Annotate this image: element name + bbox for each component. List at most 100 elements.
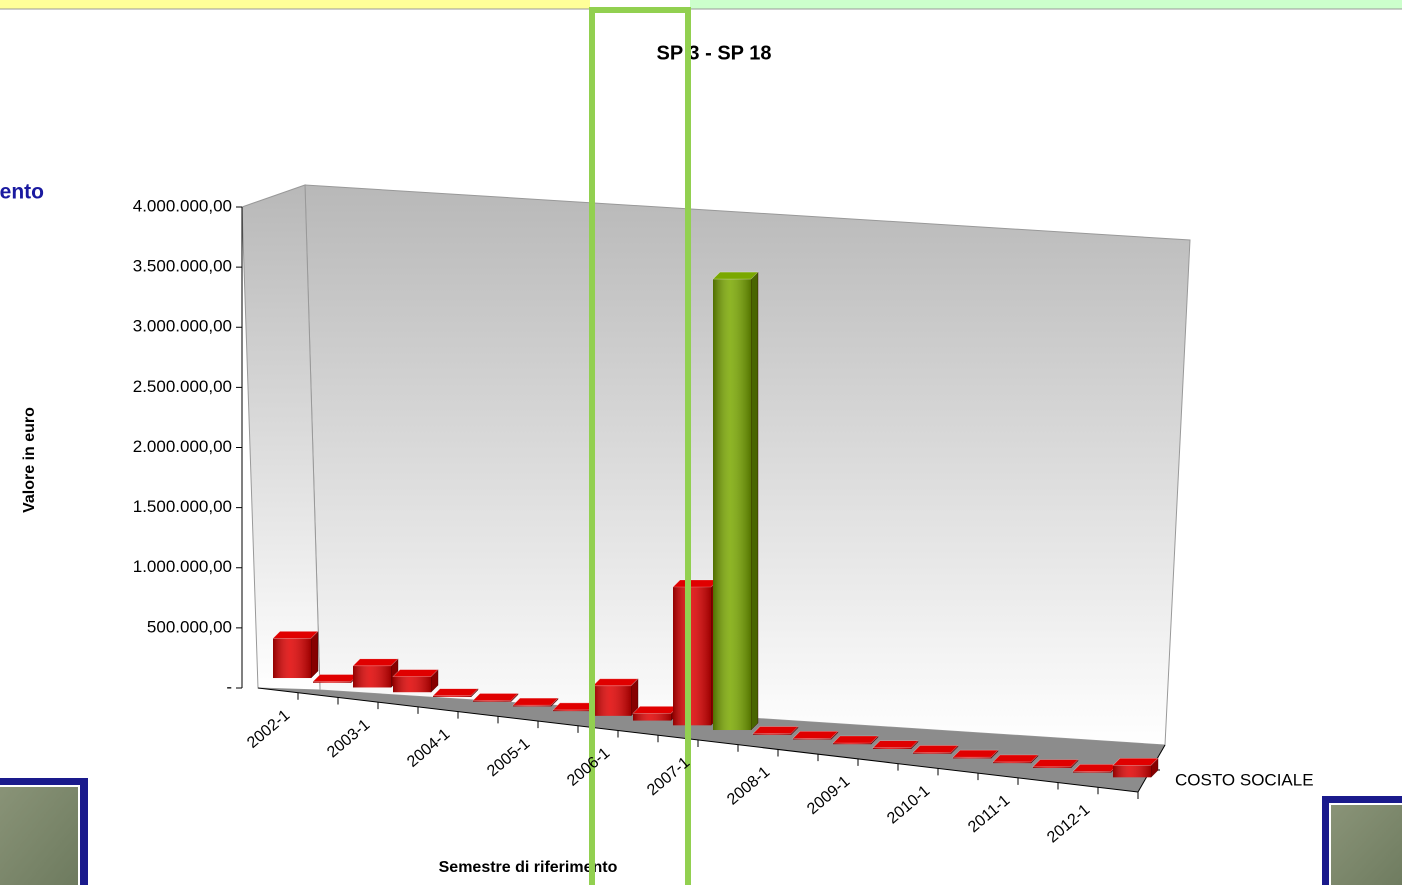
bar-front-shade [993, 761, 1031, 764]
top-strip [0, 0, 590, 9]
y-tick-label: 3.500.000,00 [133, 257, 232, 276]
bar-front-shade [1113, 765, 1151, 778]
bar-front-shade [433, 695, 471, 697]
bar-top [432, 688, 479, 697]
bar [312, 674, 359, 684]
side-text: vento [0, 181, 44, 204]
x-tick-label: 2002-1 [244, 707, 293, 752]
bar-side-shade [551, 698, 558, 707]
bar-front-shade [1033, 766, 1071, 768]
bar-front-shade [913, 752, 951, 754]
bar-side-shade [911, 740, 918, 749]
bar [672, 579, 719, 726]
bar-side-shade [991, 750, 998, 759]
y-tick-label: 1.000.000,00 [133, 557, 232, 576]
top-strip [690, 0, 1402, 9]
bar-front-shade [313, 681, 351, 683]
chart-title: SP 3 - SP 18 [657, 42, 772, 64]
bar-side-shade [511, 693, 518, 702]
bar-side-shade [1151, 758, 1158, 778]
bar-front-shade [513, 705, 551, 707]
bar-top [952, 749, 999, 758]
bar [432, 688, 479, 698]
bar-side-shade [631, 678, 638, 716]
bar-front-shade [473, 700, 511, 702]
bar-top [512, 697, 559, 706]
bar-side-shade [951, 745, 958, 754]
y-tick-label: 1.500.000,00 [133, 497, 232, 516]
bar-top [352, 658, 399, 667]
bar-side-shade [791, 726, 798, 735]
bar-top [1032, 759, 1079, 767]
bar-top [1112, 757, 1159, 766]
y-tick-label: - [226, 677, 232, 696]
bar-top [912, 745, 959, 753]
x-tick-label: 2004-1 [404, 726, 453, 771]
y-tick-label: 500.000,00 [147, 617, 232, 636]
bar [632, 705, 679, 722]
bar-top [992, 754, 1039, 763]
bar-top [712, 271, 759, 280]
series-label: COSTO SOCIALE [1175, 770, 1314, 789]
bar [952, 749, 999, 759]
bar-top [632, 706, 679, 714]
bar-front-shade [873, 747, 911, 749]
highlight-box [589, 7, 691, 890]
bar-side-shade [1071, 759, 1078, 768]
bar-front-shade [633, 713, 671, 721]
bar-top [312, 674, 359, 682]
bar [512, 697, 559, 707]
bar-top [872, 740, 919, 749]
bar-front-shade [553, 709, 591, 712]
bar [752, 726, 799, 736]
y-tick-label: 2.500.000,00 [133, 377, 232, 396]
bar-top [472, 693, 519, 701]
x-tick-label: 2005-1 [484, 735, 533, 780]
x-tick-label: 2009-1 [804, 773, 853, 818]
bar-side-shade [311, 631, 318, 679]
bar-front-shade [1073, 771, 1111, 773]
x-tick-label: 2012-1 [1044, 801, 1093, 846]
bar-front-shade [393, 676, 431, 693]
bar [592, 678, 639, 717]
bar-top [832, 735, 879, 744]
bar-front-shade [273, 638, 311, 679]
bar [1032, 759, 1079, 769]
bar-top [752, 726, 799, 734]
bar [712, 271, 759, 731]
x-tick-label: 2003-1 [324, 716, 373, 761]
bar-top [392, 669, 439, 677]
bar-front-shade [673, 587, 711, 726]
x-tick-label: 2011-1 [965, 792, 1013, 836]
thumbnail [0, 785, 80, 890]
bar [992, 754, 1039, 764]
x-tick-label: 2008-1 [724, 763, 773, 808]
y-axis-title: Valore in euro [21, 407, 38, 513]
bar-side-shade [751, 272, 758, 731]
bar-front-shade [753, 733, 791, 735]
bar [1112, 757, 1159, 778]
bar-top [272, 631, 319, 639]
bar [872, 740, 919, 750]
bar-side-shade [471, 688, 478, 697]
bar-front-shade [953, 757, 991, 759]
bar [912, 744, 959, 755]
bar-side-shade [871, 735, 878, 745]
bar-front-shade [713, 279, 751, 731]
bar-top [792, 730, 839, 739]
bar-top [1072, 764, 1119, 772]
y-tick-label: 3.000.000,00 [133, 317, 232, 336]
bar [1072, 763, 1119, 774]
y-tick-label: 4.000.000,00 [133, 196, 232, 215]
y-tick-label: 2.000.000,00 [133, 437, 232, 456]
bar [832, 735, 879, 745]
bar-front-shade [353, 665, 391, 688]
bar-front-shade [833, 742, 871, 745]
bars [272, 271, 1159, 778]
x-tick-label: 2010-1 [884, 782, 933, 827]
bar [472, 692, 519, 703]
bar-front-shade [593, 685, 631, 716]
bar-side-shade [831, 731, 838, 740]
